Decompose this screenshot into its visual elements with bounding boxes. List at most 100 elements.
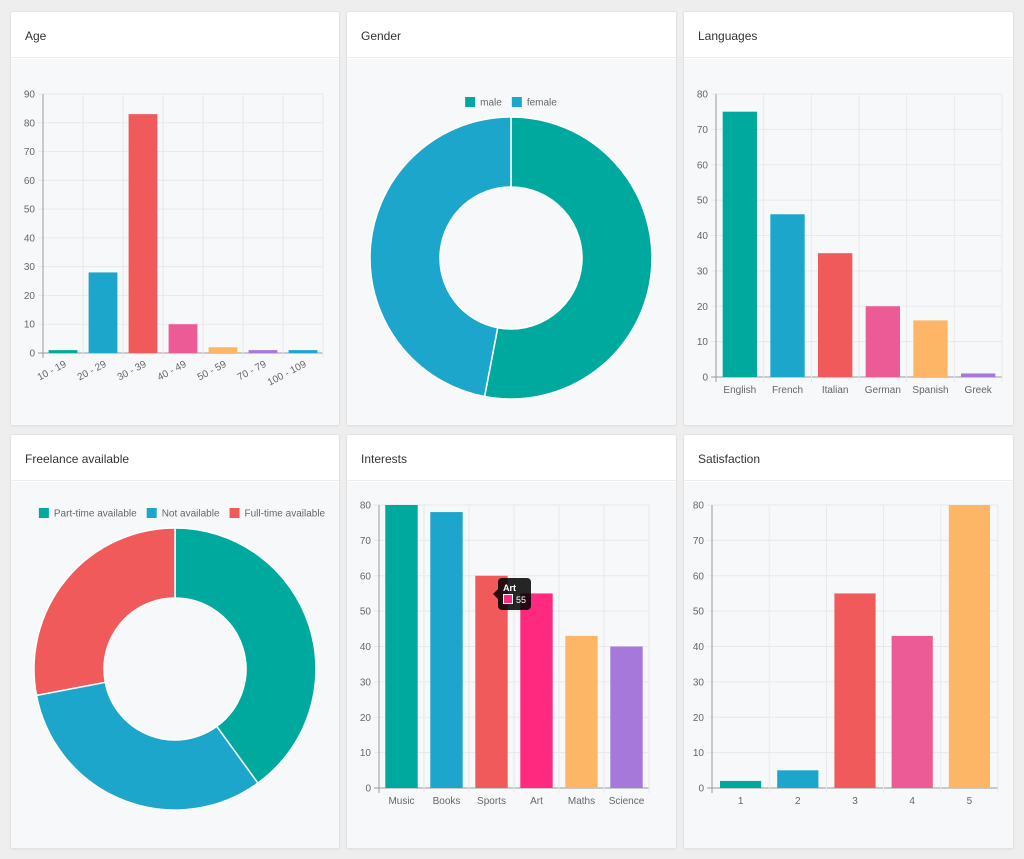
legend-swatch bbox=[146, 508, 157, 518]
slice-female bbox=[369, 116, 512, 398]
interests-card-title: Interests bbox=[347, 435, 676, 481]
y-tick-label: 50 bbox=[693, 607, 705, 618]
bar-french bbox=[770, 214, 805, 377]
bar-english bbox=[722, 111, 757, 377]
bar-sports bbox=[475, 575, 508, 788]
x-tick-label: German bbox=[865, 385, 901, 396]
y-tick-label: 20 bbox=[360, 713, 372, 724]
x-tick-label: Art bbox=[530, 796, 543, 807]
bar-30-39 bbox=[128, 114, 158, 353]
bar-5 bbox=[948, 505, 990, 788]
bar-2 bbox=[777, 770, 819, 788]
bar-100-109 bbox=[288, 350, 318, 353]
age-chart-area: 0 10 20 30 40 50 60 70 80 90 10 - 19 20 - 29 30 - 39… bbox=[11, 59, 339, 425]
y-tick-label: 20 bbox=[24, 291, 36, 302]
bar-70-79 bbox=[248, 350, 278, 353]
y-tick-label: 30 bbox=[360, 677, 372, 688]
languages-chart-area: 0 10 20 30 40 50 60 70 80 English French Italian Ger… bbox=[684, 59, 1013, 425]
slice-part-time-available bbox=[174, 527, 317, 785]
y-tick-label: 60 bbox=[697, 160, 709, 171]
x-tick-label: Maths bbox=[568, 796, 595, 807]
x-tick-label: 4 bbox=[909, 796, 915, 807]
x-tick-label: English bbox=[723, 385, 756, 396]
languages-bar-chart: 0 10 20 30 40 50 60 70 80 English French Italian Ger… bbox=[697, 90, 1003, 396]
x-tick-label: Books bbox=[433, 796, 461, 807]
x-tick-label: 100 - 109 bbox=[266, 359, 309, 389]
satisfaction-chart-area: 0 10 20 30 40 50 60 70 80 1 2 3 4 5 bbox=[684, 482, 1013, 848]
languages-card: Languages 0 10 20 30 40 50 60 70 80 English French… bbox=[683, 11, 1014, 426]
legend-swatch bbox=[38, 508, 49, 518]
bar-3 bbox=[834, 593, 876, 788]
bar-20-29 bbox=[88, 272, 118, 353]
bar-10-19 bbox=[48, 350, 78, 353]
gender-card: Gender male female bbox=[346, 11, 677, 426]
freelance-donut-chart: Part-time available Not available Full-tim… bbox=[33, 508, 326, 811]
y-tick-label: 60 bbox=[360, 571, 372, 582]
bar-greek bbox=[961, 373, 996, 377]
y-tick-label: 70 bbox=[24, 147, 36, 158]
x-tick-label: Greek bbox=[965, 385, 993, 396]
slice-full-time-available bbox=[33, 527, 176, 697]
y-tick-label: 50 bbox=[360, 607, 372, 618]
x-tick-label: Sports bbox=[477, 796, 506, 807]
tooltip-row: 55 bbox=[503, 594, 526, 606]
gender-card-title: Gender bbox=[347, 12, 676, 58]
satisfaction-card: Satisfaction 0 10 20 30 40 50 60 70 80 1 2 3 4 5 bbox=[683, 434, 1014, 849]
gender-chart-area: male female bbox=[347, 59, 676, 425]
y-tick-label: 10 bbox=[693, 748, 705, 759]
y-tick-label: 80 bbox=[24, 118, 36, 129]
y-tick-label: 60 bbox=[693, 571, 705, 582]
y-tick-label: 20 bbox=[697, 302, 709, 313]
art-tooltip: Art 55 bbox=[492, 578, 532, 610]
tooltip-value: 55 bbox=[516, 595, 527, 605]
y-tick-label: 10 bbox=[697, 337, 709, 348]
x-tick-label: 10 - 19 bbox=[36, 359, 69, 384]
x-tick-label: Music bbox=[388, 796, 414, 807]
x-tick-label: Italian bbox=[822, 385, 849, 396]
y-tick-label: 80 bbox=[693, 501, 705, 512]
bar-50-59 bbox=[208, 347, 238, 353]
y-tick-label: 0 bbox=[702, 373, 708, 384]
freelance-card: Freelance available Part-time available N… bbox=[10, 434, 340, 849]
age-card: Age 0 10 20 30 40 50 60 70 80 90 10 - 19 20 - 29 30 … bbox=[10, 11, 340, 426]
y-tick-label: 30 bbox=[693, 677, 705, 688]
legend-male: male bbox=[480, 98, 502, 109]
satisfaction-bar-chart: 0 10 20 30 40 50 60 70 80 1 2 3 4 5 bbox=[693, 501, 999, 807]
tooltip-swatch bbox=[503, 594, 513, 604]
x-tick-label: 30 - 39 bbox=[116, 359, 149, 384]
slice-male bbox=[483, 116, 653, 400]
interests-card: Interests 0 10 20 30 40 50 60 70 80 Music Books Spo… bbox=[346, 434, 677, 849]
age-bar-chart: 0 10 20 30 40 50 60 70 80 90 10 - 19 20 - 29 30 - 39… bbox=[24, 90, 324, 389]
y-tick-label: 10 bbox=[360, 748, 372, 759]
y-tick-label: 90 bbox=[24, 90, 36, 101]
gender-donut-chart: male female bbox=[369, 97, 653, 400]
bar-german bbox=[865, 306, 900, 377]
bar-books bbox=[430, 512, 463, 788]
y-tick-label: 40 bbox=[697, 231, 709, 242]
legend-part-time-available: Part-time available bbox=[54, 509, 137, 520]
interests-chart-area: 0 10 20 30 40 50 60 70 80 Music Books Sports Art Math… bbox=[347, 482, 676, 848]
bar-40-49 bbox=[168, 324, 198, 353]
interests-bar-chart: 0 10 20 30 40 50 60 70 80 Music Books Sports Art Math… bbox=[360, 501, 650, 807]
bar-1 bbox=[720, 780, 762, 788]
x-tick-label: French bbox=[772, 385, 803, 396]
y-tick-label: 80 bbox=[360, 501, 372, 512]
y-tick-label: 70 bbox=[360, 536, 372, 547]
y-tick-label: 50 bbox=[24, 205, 36, 216]
y-tick-label: 50 bbox=[697, 196, 709, 207]
bar-spanish bbox=[913, 320, 948, 377]
x-tick-label: 40 - 49 bbox=[156, 359, 189, 384]
legend-swatch bbox=[229, 508, 240, 518]
y-tick-label: 40 bbox=[693, 642, 705, 653]
y-tick-label: 0 bbox=[698, 784, 704, 795]
x-tick-label: 3 bbox=[852, 796, 858, 807]
slice-not-available bbox=[35, 681, 259, 811]
bar-science bbox=[610, 646, 643, 788]
x-tick-label: 2 bbox=[795, 796, 801, 807]
languages-card-title: Languages bbox=[684, 12, 1013, 58]
y-tick-label: 80 bbox=[697, 90, 709, 101]
x-tick-label: Spanish bbox=[912, 385, 948, 396]
bar-maths bbox=[565, 635, 598, 788]
legend-swatch bbox=[511, 97, 522, 107]
tooltip-title: Art bbox=[503, 583, 516, 593]
